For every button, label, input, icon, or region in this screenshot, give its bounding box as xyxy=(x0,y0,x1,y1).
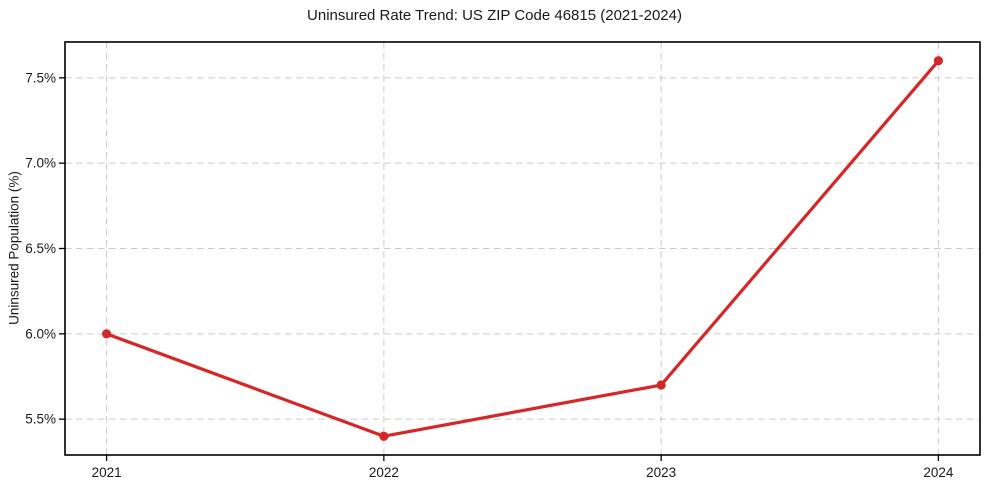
x-tick-label: 2023 xyxy=(646,465,676,480)
data-point xyxy=(656,380,666,390)
data-point xyxy=(379,431,389,441)
trend-line xyxy=(104,59,941,438)
y-tick-label: 5.5% xyxy=(25,412,56,427)
y-tick-label: 6.0% xyxy=(25,326,56,341)
y-tick-label: 7.5% xyxy=(25,70,56,85)
data-point xyxy=(101,329,112,339)
x-tick-label: 2022 xyxy=(369,465,399,480)
data-point xyxy=(933,56,944,66)
x-tick-label: 2024 xyxy=(923,465,954,480)
chart-title: Uninsured Rate Trend: US ZIP Code 46815 … xyxy=(307,7,682,24)
x-tick-label: 2021 xyxy=(92,465,122,480)
y-tick-label: 7.0% xyxy=(25,156,56,171)
y-tick-label: 6.5% xyxy=(25,241,56,256)
